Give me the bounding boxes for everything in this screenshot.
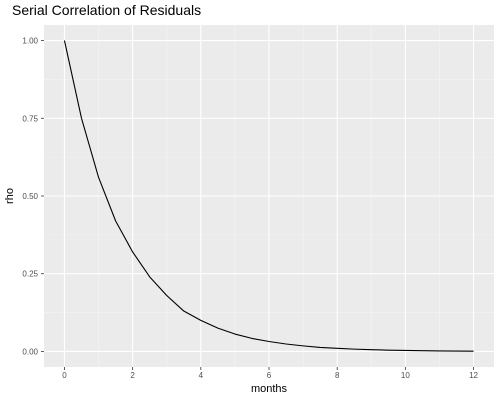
y-tick-label-0: 0.00	[22, 347, 38, 356]
x-tick-label-3: 6	[267, 371, 272, 380]
y-tick-label-2: 0.50	[22, 192, 38, 201]
series-line	[63, 40, 474, 352]
x-axis-title: months	[251, 383, 288, 395]
x-tick-label-1: 2	[130, 371, 135, 380]
y-tick-label-1: 0.25	[22, 270, 38, 279]
y-axis-title: rho	[4, 188, 16, 204]
x-tick-label-0: 0	[62, 371, 67, 380]
y-tick-label-3: 0.75	[22, 114, 38, 123]
series-group	[63, 40, 474, 352]
x-tick-label-6: 12	[469, 371, 478, 380]
x-tick-label-5: 10	[401, 371, 410, 380]
grid-major	[44, 25, 494, 367]
y-tick-label-4: 1.00	[22, 37, 38, 46]
x-axis: 0 2 4 6 8 10 12	[62, 367, 479, 380]
x-tick-label-4: 8	[335, 371, 340, 380]
y-axis: 0.00 0.25 0.50 0.75 1.00	[22, 37, 44, 356]
chart-title: Serial Correlation of Residuals	[12, 2, 201, 18]
x-tick-label-2: 4	[199, 371, 204, 380]
